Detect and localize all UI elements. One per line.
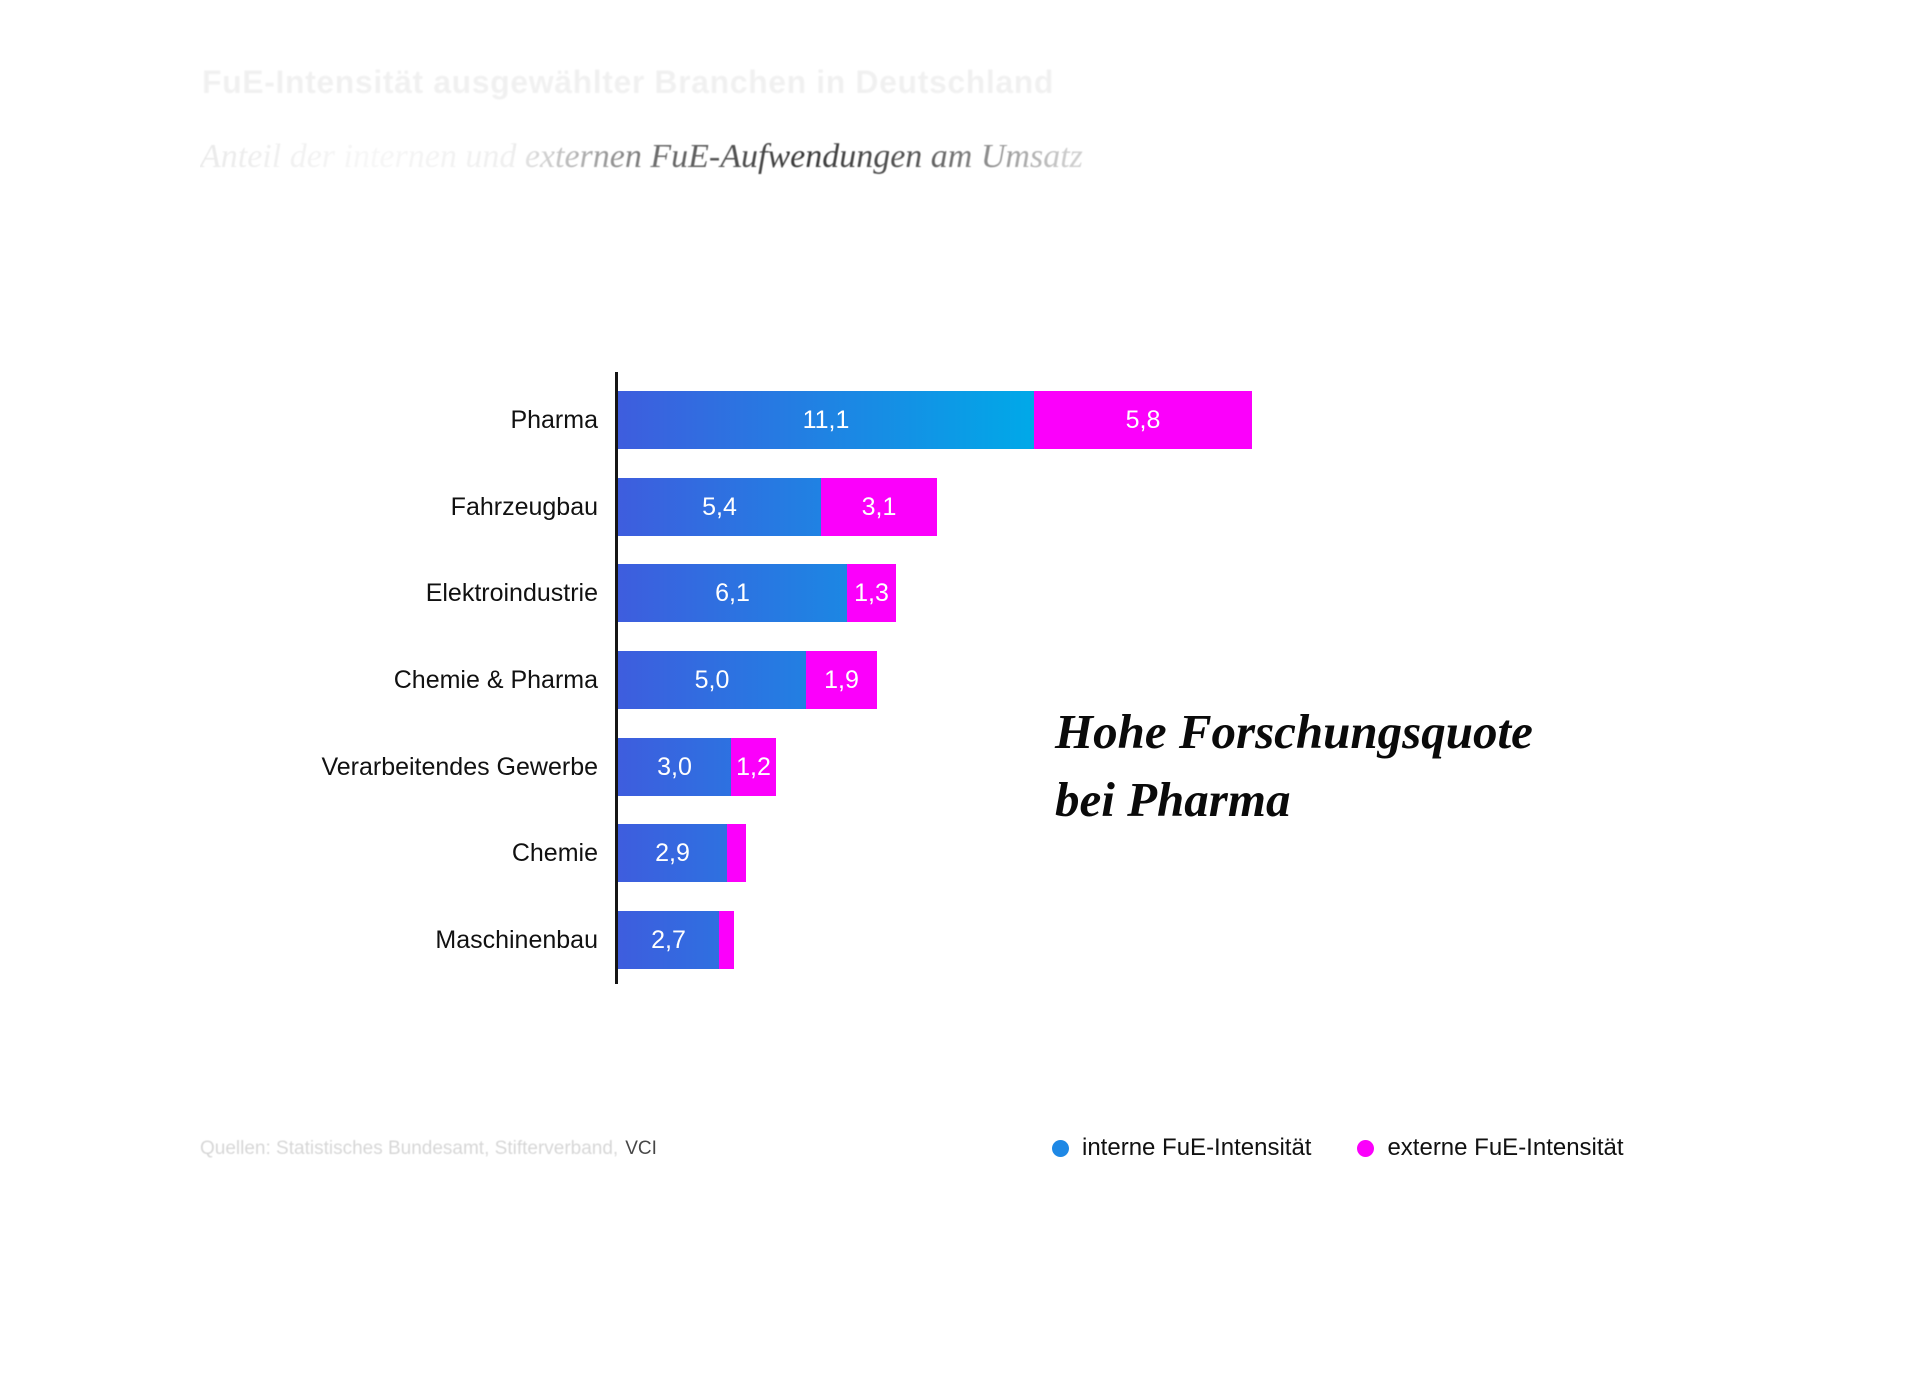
category-label: Chemie [511, 839, 598, 867]
category-label: Maschinenbau [435, 926, 598, 954]
bar-segment-extern: 5,8 [1034, 391, 1252, 449]
bar-segment-intern: 5,4 [618, 478, 821, 536]
bar-value-label-intern: 3,0 [657, 752, 692, 781]
bar-segment-extern [719, 911, 734, 969]
stacked-bar: 11,1 5,8 [618, 391, 1252, 449]
stacked-bar: 6,1 1,3 [618, 564, 896, 622]
bar-row: Verarbeitendes Gewerbe 3,0 1,2 [0, 738, 1920, 796]
legend-item-intern: interne FuE-Intensität [1052, 1134, 1311, 1162]
bar-segment-intern: 3,0 [618, 738, 731, 796]
bar-row: Fahrzeugbau 5,4 3,1 [0, 478, 1920, 536]
bar-value-label-intern: 11,1 [802, 405, 850, 434]
legend-dot-magenta-icon [1357, 1139, 1375, 1157]
source-text-faded: Quellen: Statistisches Bundesamt, Stifte… [200, 1138, 619, 1159]
bar-value-label-intern: 5,0 [694, 665, 730, 694]
bar-value-label-intern: 2,9 [655, 838, 690, 867]
bar-row: Chemie 2,9 [0, 824, 1920, 882]
source-line: Quellen: Statistisches Bundesamt, Stifte… [200, 1138, 657, 1160]
bar-segment-intern: 11,1 [618, 391, 1034, 449]
bar-segment-extern: 1,2 [731, 738, 776, 796]
bar-segment-intern: 2,9 [618, 824, 727, 882]
bar-value-label-extern: 1,2 [736, 752, 771, 781]
bar-value-label-intern: 6,1 [715, 578, 750, 607]
bar-segment-extern: 1,9 [806, 651, 877, 709]
category-label: Fahrzeugbau [450, 493, 598, 521]
legend-dot-blue-icon [1052, 1139, 1069, 1157]
bar-segment-extern: 1,3 [847, 564, 896, 622]
stacked-bar: 5,0 1,9 [618, 651, 877, 709]
chart-subtitle-faded: Anteil der internen und externen FuE-Auf… [200, 138, 1083, 175]
legend: interne FuE-Intensität externe FuE-Inten… [1052, 1134, 1624, 1162]
bar-row: Elektroindustrie 6,1 1,3 [0, 564, 1920, 622]
category-label: Pharma [510, 406, 598, 434]
bar-value-label-intern: 2,7 [651, 925, 686, 954]
bar-value-label-intern: 5,4 [702, 492, 737, 521]
bar-row: Chemie & Pharma 5,0 1,9 [0, 651, 1920, 709]
bar-row: Maschinenbau 2,7 [0, 911, 1920, 969]
category-label: Elektroindustrie [425, 579, 598, 607]
stacked-bar: 2,7 [618, 911, 734, 969]
callout-line2: bei Pharma [1055, 771, 1291, 827]
legend-label-extern: externe FuE-Intensität [1387, 1134, 1624, 1161]
bar-value-label-extern: 1,3 [854, 578, 889, 607]
bar-row: Pharma 11,1 5,8 [0, 391, 1920, 449]
bar-segment-intern: 5,0 [618, 651, 806, 709]
bar-value-label-extern: 3,1 [861, 492, 897, 521]
stacked-bar: 3,0 1,2 [618, 738, 776, 796]
y-axis-line [615, 372, 618, 984]
source-text-legible: VCI [625, 1138, 657, 1159]
category-label: Chemie & Pharma [393, 666, 598, 694]
callout-headline: Hohe Forschungsquote bei Pharma [1055, 698, 1695, 833]
bar-value-label-extern: 5,8 [1125, 405, 1161, 434]
chart-title-faded: FuE-Intensität ausgewählter Branchen in … [202, 64, 1055, 100]
category-label: Verarbeitendes Gewerbe [321, 753, 598, 781]
bar-segment-extern [727, 824, 746, 882]
bar-segment-intern: 2,7 [618, 911, 719, 969]
callout-line1: Hohe Forschungsquote [1055, 704, 1533, 759]
bar-segment-extern: 3,1 [821, 478, 937, 536]
legend-item-extern: externe FuE-Intensität [1357, 1134, 1624, 1162]
bar-value-label-extern: 1,9 [824, 665, 859, 694]
stacked-bar: 5,4 3,1 [618, 478, 937, 536]
legend-label-intern: interne FuE-Intensität [1082, 1134, 1312, 1161]
stacked-bar: 2,9 [618, 824, 746, 882]
bar-segment-intern: 6,1 [618, 564, 847, 622]
